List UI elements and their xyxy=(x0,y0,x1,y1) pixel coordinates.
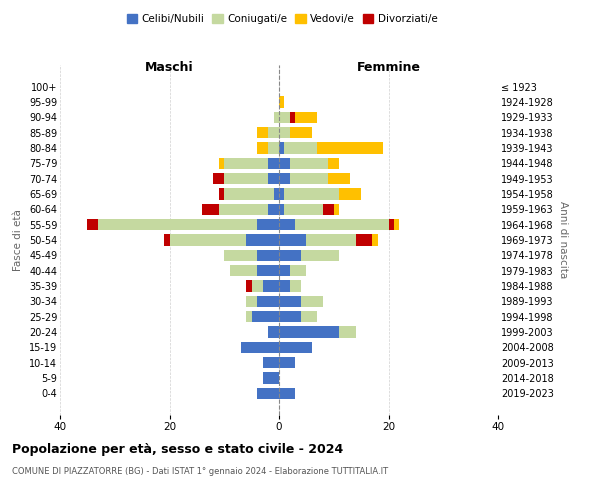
Bar xyxy=(268,173,279,184)
Bar xyxy=(290,265,307,276)
Bar xyxy=(257,388,279,399)
Bar xyxy=(301,250,339,261)
Bar xyxy=(246,311,251,322)
Bar xyxy=(279,204,284,215)
Bar xyxy=(274,112,279,123)
Bar xyxy=(224,158,268,169)
Bar xyxy=(279,357,295,368)
Bar xyxy=(279,296,301,307)
Bar xyxy=(372,234,377,246)
Bar xyxy=(279,234,307,246)
Bar xyxy=(219,188,224,200)
Bar xyxy=(169,234,246,246)
Bar xyxy=(257,296,279,307)
Bar xyxy=(339,326,356,338)
Bar xyxy=(268,326,279,338)
Bar xyxy=(279,311,301,322)
Bar xyxy=(279,265,290,276)
Bar xyxy=(279,127,290,138)
Bar xyxy=(290,280,301,292)
Bar xyxy=(334,204,339,215)
Bar xyxy=(389,219,394,230)
Bar xyxy=(268,127,279,138)
Bar xyxy=(268,142,279,154)
Bar xyxy=(246,296,257,307)
Bar xyxy=(317,142,383,154)
Bar xyxy=(290,127,312,138)
Bar xyxy=(224,173,268,184)
Bar xyxy=(279,158,290,169)
Bar xyxy=(263,357,279,368)
Bar xyxy=(279,250,301,261)
Bar xyxy=(274,188,279,200)
Bar xyxy=(98,219,257,230)
Bar xyxy=(284,204,323,215)
Bar xyxy=(394,219,400,230)
Bar xyxy=(224,188,274,200)
Bar xyxy=(301,296,323,307)
Bar xyxy=(257,127,268,138)
Bar xyxy=(307,234,356,246)
Bar xyxy=(323,204,334,215)
Bar xyxy=(328,173,350,184)
Bar xyxy=(257,219,279,230)
Bar xyxy=(263,372,279,384)
Bar xyxy=(284,142,317,154)
Bar xyxy=(88,219,98,230)
Bar xyxy=(230,265,257,276)
Bar xyxy=(246,234,279,246)
Bar xyxy=(251,311,279,322)
Bar xyxy=(251,280,263,292)
Bar xyxy=(279,173,290,184)
Bar xyxy=(219,204,268,215)
Bar xyxy=(246,280,251,292)
Bar xyxy=(279,388,295,399)
Bar xyxy=(164,234,169,246)
Text: Popolazione per età, sesso e stato civile - 2024: Popolazione per età, sesso e stato civil… xyxy=(12,442,343,456)
Bar xyxy=(257,142,268,154)
Bar xyxy=(284,188,339,200)
Bar xyxy=(279,280,290,292)
Y-axis label: Fasce di età: Fasce di età xyxy=(13,209,23,271)
Bar xyxy=(290,173,328,184)
Bar xyxy=(356,234,372,246)
Bar xyxy=(257,250,279,261)
Bar xyxy=(279,188,284,200)
Legend: Celibi/Nubili, Coniugati/e, Vedovi/e, Divorziati/e: Celibi/Nubili, Coniugati/e, Vedovi/e, Di… xyxy=(122,10,442,29)
Bar xyxy=(268,158,279,169)
Bar xyxy=(290,112,295,123)
Y-axis label: Anni di nascita: Anni di nascita xyxy=(557,202,568,278)
Bar xyxy=(279,219,295,230)
Bar xyxy=(202,204,219,215)
Bar xyxy=(279,142,284,154)
Bar xyxy=(257,265,279,276)
Bar xyxy=(301,311,317,322)
Bar xyxy=(295,219,389,230)
Bar xyxy=(241,342,279,353)
Bar xyxy=(224,250,257,261)
Text: Maschi: Maschi xyxy=(145,62,194,74)
Bar xyxy=(268,204,279,215)
Bar xyxy=(219,158,224,169)
Text: Femmine: Femmine xyxy=(356,62,421,74)
Bar xyxy=(290,158,328,169)
Bar xyxy=(214,173,224,184)
Bar xyxy=(279,326,339,338)
Bar xyxy=(328,158,339,169)
Bar xyxy=(279,96,284,108)
Bar xyxy=(339,188,361,200)
Bar xyxy=(263,280,279,292)
Text: COMUNE DI PIAZZATORRE (BG) - Dati ISTAT 1° gennaio 2024 - Elaborazione TUTTITALI: COMUNE DI PIAZZATORRE (BG) - Dati ISTAT … xyxy=(12,468,388,476)
Bar xyxy=(279,112,290,123)
Bar xyxy=(295,112,317,123)
Bar xyxy=(279,342,312,353)
